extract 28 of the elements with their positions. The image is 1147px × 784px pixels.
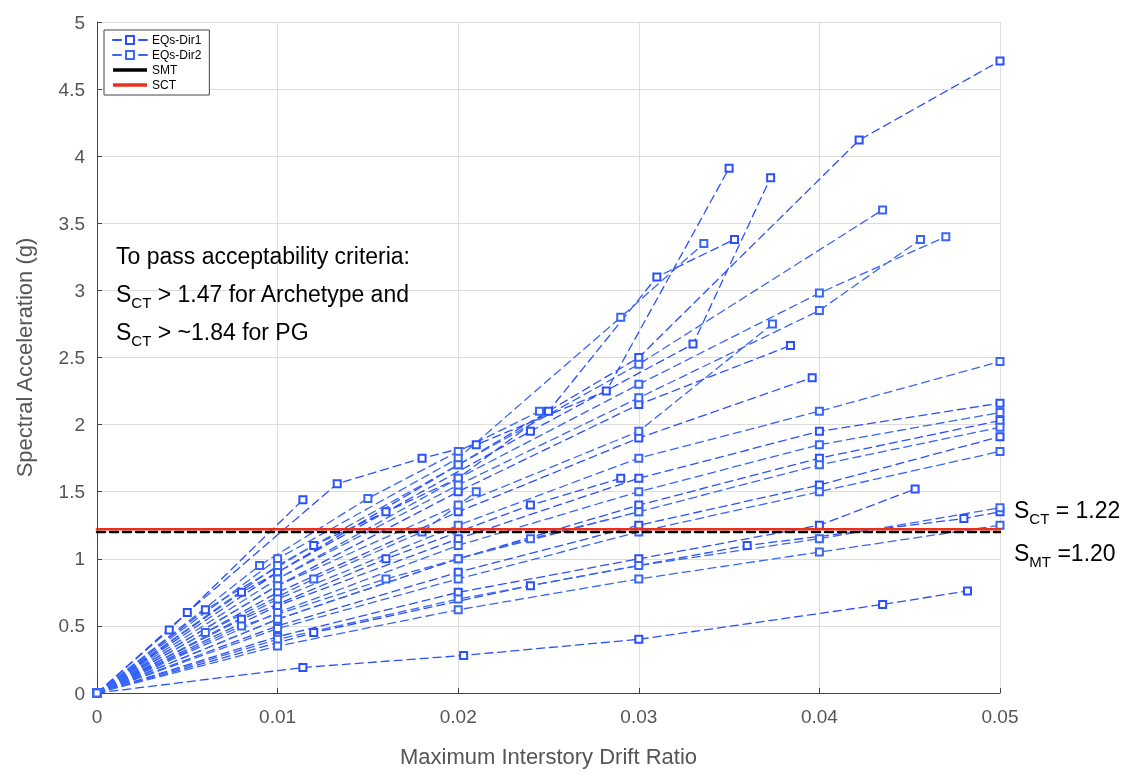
y-tick-label: 3.5: [58, 212, 85, 234]
annotation: S$_{CT}$ = 1.22: [1014, 497, 1121, 527]
legend-label: SCT: [152, 78, 177, 92]
x-tick-label: 0.04: [800, 706, 839, 727]
y-tick-label: 3: [74, 279, 85, 301]
x-tick-label: 0.01: [259, 706, 297, 727]
y-axis-title: Spectral Acceleration (g): [11, 237, 37, 478]
legend-label: SMT: [152, 63, 178, 77]
annotation: S$_{MT}$ =1.20: [1014, 539, 1116, 570]
y-tick-label: 5: [74, 11, 85, 33]
x-tick-label: 0.03: [620, 706, 658, 727]
legend-label: EQs-Dir2: [152, 48, 202, 62]
y-tick-label: 4.5: [58, 78, 85, 100]
x-tick-label: 0: [91, 706, 103, 727]
x-tick-label: 0.02: [439, 706, 477, 727]
x-tick-label: 0.05: [981, 706, 1019, 727]
annotation: S$_{CT}$ > ~1.84 for PG: [116, 319, 309, 349]
annotation: To pass acceptability criteria:: [116, 243, 411, 269]
y-tick-label: 1.5: [58, 481, 85, 503]
y-tick-label: 2: [74, 414, 85, 436]
x-axis-title: Maximum Interstory Drift Ratio: [399, 743, 698, 769]
y-tick-label: 1: [74, 548, 85, 570]
y-tick-label: 4: [74, 145, 86, 167]
y-tick-label: 2.5: [58, 347, 85, 368]
annotation: S$_{CT}$ > 1.47 for Archetype and: [116, 281, 409, 311]
y-tick-label: 0: [74, 682, 85, 704]
legend-label: EQs-Dir1: [152, 33, 202, 47]
y-tick-label: 0.5: [58, 615, 85, 637]
